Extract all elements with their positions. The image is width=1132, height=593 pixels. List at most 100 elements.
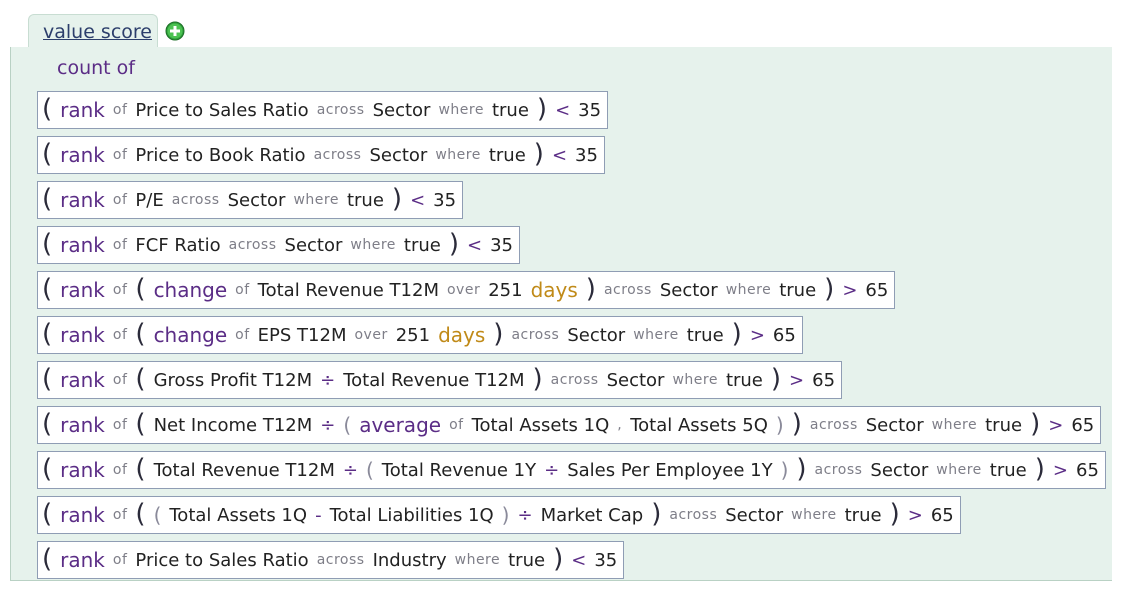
tab-value-score[interactable]: value score bbox=[28, 14, 158, 48]
operator[interactable]: < bbox=[551, 144, 568, 166]
number-value[interactable]: 65 bbox=[772, 324, 796, 346]
operator[interactable]: ÷ bbox=[320, 414, 336, 436]
field-name[interactable]: Industry bbox=[372, 549, 447, 571]
field-name[interactable]: FCF Ratio bbox=[135, 234, 221, 256]
field-name[interactable]: Total Revenue 1Y bbox=[381, 459, 537, 481]
condition-row[interactable]: (rank of(Net Income T12M ÷(average of Total … bbox=[37, 406, 1102, 444]
operator[interactable]: ÷ bbox=[517, 504, 533, 526]
field-name[interactable]: true bbox=[985, 414, 1023, 436]
function-name[interactable]: rank bbox=[60, 323, 105, 347]
field-name[interactable]: Sector bbox=[567, 324, 626, 346]
function-name[interactable]: rank bbox=[60, 458, 105, 482]
number-value[interactable]: 65 bbox=[1071, 414, 1095, 436]
unit-label[interactable]: days bbox=[438, 323, 486, 347]
operator[interactable]: > bbox=[1052, 459, 1068, 481]
number-value[interactable]: 65 bbox=[930, 504, 954, 526]
number-value[interactable]: 35 bbox=[433, 189, 457, 211]
field-name[interactable]: true bbox=[686, 324, 724, 346]
unit-label[interactable]: days bbox=[530, 278, 578, 302]
number-value[interactable]: 35 bbox=[575, 144, 598, 166]
field-name[interactable]: Total Revenue T12M bbox=[343, 369, 525, 391]
field-name[interactable]: Sector bbox=[369, 144, 428, 166]
operator[interactable]: ÷ bbox=[320, 369, 336, 391]
function-name[interactable]: average bbox=[359, 413, 442, 437]
number-value[interactable]: 65 bbox=[865, 279, 889, 301]
field-name[interactable]: P/E bbox=[135, 189, 164, 211]
condition-row[interactable]: (rank of FCF Ratio across Sector where true) <3… bbox=[37, 226, 520, 264]
number-value[interactable]: 251 bbox=[488, 279, 523, 301]
field-name[interactable]: Price to Book Ratio bbox=[135, 144, 306, 166]
function-name[interactable]: rank bbox=[60, 368, 105, 392]
condition-row[interactable]: (rank of P/E across Sector where true) <35 bbox=[37, 181, 464, 219]
function-name[interactable]: rank bbox=[60, 143, 105, 167]
operator[interactable]: > bbox=[1048, 414, 1064, 436]
function-name[interactable]: rank bbox=[60, 413, 105, 437]
field-name[interactable]: true bbox=[844, 504, 882, 526]
field-name[interactable]: true bbox=[488, 144, 526, 166]
field-name[interactable]: true bbox=[779, 279, 817, 301]
function-name[interactable]: rank bbox=[60, 98, 105, 122]
function-name[interactable]: change bbox=[153, 323, 228, 347]
number-value[interactable]: 65 bbox=[812, 369, 836, 391]
number-value[interactable]: 35 bbox=[490, 234, 513, 256]
operator[interactable]: > bbox=[789, 369, 805, 391]
field-name[interactable]: Sector bbox=[725, 504, 784, 526]
function-name[interactable]: rank bbox=[60, 188, 105, 212]
field-name[interactable]: Sector bbox=[659, 279, 718, 301]
field-name[interactable]: Sector bbox=[372, 99, 431, 121]
operator[interactable]: ÷ bbox=[342, 459, 358, 481]
field-name[interactable]: Price to Sales Ratio bbox=[135, 99, 309, 121]
condition-row[interactable]: (rank of(change of EPS T12M over 251 days) acro… bbox=[37, 316, 803, 354]
function-name[interactable]: rank bbox=[60, 278, 105, 302]
operator[interactable]: < bbox=[555, 99, 571, 121]
field-name[interactable]: true bbox=[491, 99, 529, 121]
field-name[interactable]: true bbox=[725, 369, 763, 391]
field-name[interactable]: Total Liabilities 1Q bbox=[329, 504, 494, 526]
operator[interactable]: ÷ bbox=[544, 459, 560, 481]
field-name[interactable]: Gross Profit T12M bbox=[153, 369, 313, 391]
field-name[interactable]: Sales Per Employee 1Y bbox=[567, 459, 773, 481]
field-name[interactable]: true bbox=[508, 549, 546, 571]
field-name[interactable]: Sector bbox=[865, 414, 924, 436]
operator[interactable]: < bbox=[467, 234, 483, 256]
operator[interactable]: < bbox=[410, 189, 426, 211]
condition-row[interactable]: (rank of (Total Revenue T12M ÷ (Total Revenu… bbox=[37, 451, 1106, 489]
field-name[interactable]: Net Income T12M bbox=[153, 414, 313, 436]
field-name[interactable]: Price to Sales Ratio bbox=[135, 549, 309, 571]
number-value[interactable]: 251 bbox=[395, 324, 431, 346]
condition-row[interactable]: (rank of ((Total Assets 1Q - Total Liabiliti… bbox=[37, 496, 961, 534]
function-name[interactable]: rank bbox=[60, 233, 105, 257]
tab-label[interactable]: value score bbox=[43, 21, 152, 43]
number-value[interactable]: 65 bbox=[1076, 459, 1099, 481]
operator[interactable]: < bbox=[571, 549, 587, 571]
field-name[interactable]: Sector bbox=[606, 369, 665, 391]
field-name[interactable]: Total Assets 1Q bbox=[471, 414, 610, 436]
condition-row[interactable]: (rank of(change of Total Revenue T12M over 25… bbox=[37, 271, 896, 309]
function-name[interactable]: rank bbox=[60, 503, 105, 527]
condition-row[interactable]: (rank of Price to Sales Ratio across Sector w… bbox=[37, 91, 609, 129]
condition-row[interactable]: (rank of Price to Book Ratio across Sector wh… bbox=[37, 136, 605, 174]
field-name[interactable]: Total Revenue T12M bbox=[257, 279, 439, 301]
field-name[interactable]: Total Revenue T12M bbox=[153, 459, 335, 481]
condition-row[interactable]: (rank of (Gross Profit T12M ÷ Total Revenue … bbox=[37, 361, 843, 399]
condition-row[interactable]: (rank of Price to Sales Ratio across Industr… bbox=[37, 541, 625, 579]
number-value[interactable]: 35 bbox=[594, 549, 618, 571]
field-name[interactable]: Total Assets 1Q bbox=[169, 504, 308, 526]
field-name[interactable]: Market Cap bbox=[540, 504, 644, 526]
operator[interactable]: > bbox=[842, 279, 858, 301]
field-name[interactable]: Sector bbox=[870, 459, 929, 481]
field-name[interactable]: Sector bbox=[284, 234, 343, 256]
number-value[interactable]: 35 bbox=[578, 99, 602, 121]
operator[interactable]: > bbox=[907, 504, 923, 526]
field-name[interactable]: true bbox=[403, 234, 441, 256]
plus-circle-icon[interactable] bbox=[165, 21, 185, 41]
function-name[interactable]: change bbox=[153, 278, 228, 302]
operator[interactable]: > bbox=[749, 324, 765, 346]
field-name[interactable]: Sector bbox=[227, 189, 286, 211]
field-name[interactable]: Total Assets 5Q bbox=[630, 414, 768, 436]
field-name[interactable]: true bbox=[989, 459, 1027, 481]
function-name[interactable]: rank bbox=[60, 548, 105, 572]
field-name[interactable]: EPS T12M bbox=[257, 324, 347, 346]
operator[interactable]: - bbox=[315, 504, 322, 526]
field-name[interactable]: true bbox=[346, 189, 384, 211]
